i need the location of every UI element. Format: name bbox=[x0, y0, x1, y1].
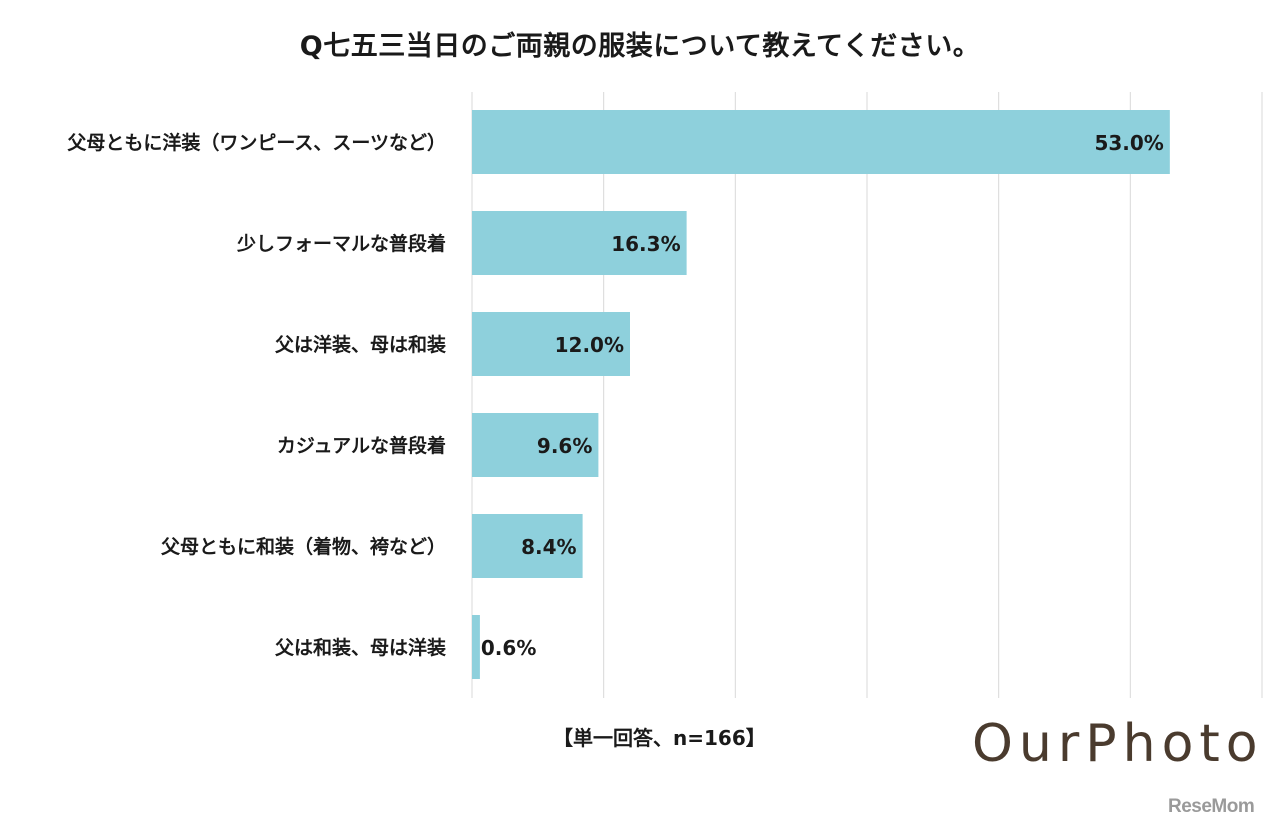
bar bbox=[472, 514, 583, 578]
value-label: 8.4% bbox=[521, 535, 576, 559]
bar bbox=[472, 615, 480, 679]
value-labels: 53.0% 16.3% 12.0% 9.6% 8.4% 0.6% bbox=[481, 131, 1164, 660]
value-label: 53.0% bbox=[1094, 131, 1163, 155]
category-label: 少しフォーマルな普段着 bbox=[236, 232, 446, 255]
category-label: 父母ともに洋装（ワンピース、スーツなど） bbox=[66, 131, 446, 154]
bars bbox=[472, 110, 1170, 679]
category-label: 父は洋装、母は和装 bbox=[274, 333, 446, 356]
chart-title: Q七五三当日のご両親の服装について教えてください。 bbox=[299, 31, 981, 62]
gridlines bbox=[471, 92, 1263, 698]
category-labels: 父母ともに洋装（ワンピース、スーツなど） 少しフォーマルな普段着父は洋装、母は和装… bbox=[66, 131, 446, 659]
resemom-watermark: ReseMom bbox=[1168, 796, 1255, 817]
value-label: 16.3% bbox=[611, 232, 680, 256]
bar bbox=[472, 312, 630, 376]
value-label: 9.6% bbox=[537, 434, 592, 458]
sample-note: 【単一回答、n=166】 bbox=[553, 726, 766, 750]
ourphoto-logo: OurPhoto bbox=[972, 714, 1264, 774]
bar bbox=[472, 413, 599, 477]
category-label: 父母ともに和装（着物、袴など） bbox=[160, 535, 446, 558]
bar bbox=[472, 110, 1170, 174]
value-label: 0.6% bbox=[481, 636, 536, 660]
category-label: 父は和装、母は洋装 bbox=[274, 636, 446, 659]
bar bbox=[472, 211, 687, 275]
category-label: カジュアルな普段着 bbox=[277, 434, 446, 457]
value-label: 12.0% bbox=[555, 333, 624, 357]
